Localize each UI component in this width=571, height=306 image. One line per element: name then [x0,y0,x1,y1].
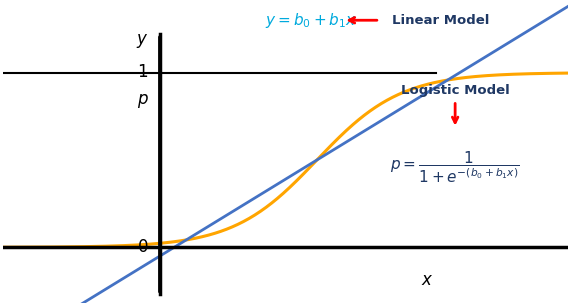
Text: Linear Model: Linear Model [392,14,490,27]
Text: $p$: $p$ [136,91,148,110]
Text: $1$: $1$ [138,64,148,81]
Text: $p = \dfrac{1}{1 + e^{-(b_0+b_1x)}}$: $p = \dfrac{1}{1 + e^{-(b_0+b_1x)}}$ [390,149,520,185]
Text: $0$: $0$ [137,239,148,256]
Text: $x$: $x$ [421,272,433,289]
Text: Logistic Model: Logistic Model [401,84,509,97]
Text: $y$: $y$ [136,32,148,50]
Text: $y = b_0 + b_1x$: $y = b_0 + b_1x$ [265,11,356,30]
